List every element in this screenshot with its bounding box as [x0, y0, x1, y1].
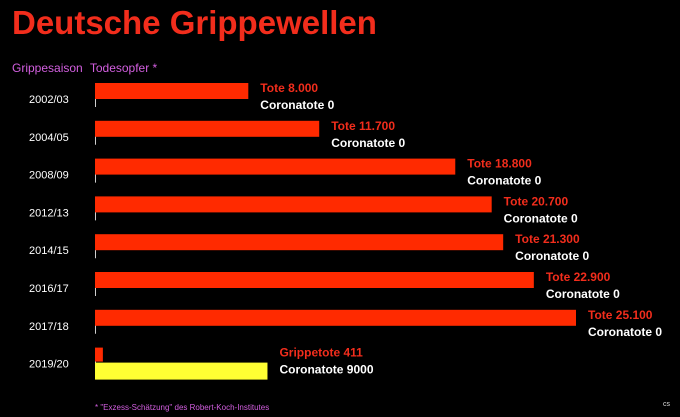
category-label: 2002/03	[29, 94, 69, 106]
bar-flu-deaths	[95, 347, 103, 362]
data-label-corona: Coronatote 0	[467, 174, 541, 188]
deaths-header: Todesopfer *	[89, 61, 158, 75]
data-label-corona: Coronatote 0	[260, 98, 334, 112]
data-label-deaths: Tote 21.300	[515, 232, 580, 246]
bar-flu-deaths	[95, 234, 504, 251]
category-label: 2016/17	[29, 283, 69, 295]
data-label-corona: Coronatote 0	[504, 211, 578, 225]
category-label: 2008/09	[29, 170, 69, 182]
data-label-deaths: Tote 11.700	[331, 119, 395, 133]
bar-flu-deaths	[95, 158, 456, 175]
category-label: 2004/05	[29, 132, 69, 144]
data-label-deaths: Grippetote 411	[279, 346, 363, 360]
footnote: * "Exzess-Schätzung" des Robert-Koch-Ins…	[95, 403, 270, 412]
data-label-deaths: Tote 25.100	[588, 308, 653, 322]
data-label-deaths: Tote 20.700	[504, 194, 569, 208]
category-label: 2012/13	[29, 207, 69, 219]
data-label-corona: Coronatote 0	[515, 249, 589, 263]
data-label-deaths: Tote 22.900	[546, 270, 611, 284]
bar-flu-deaths	[95, 120, 320, 137]
category-label: 2017/18	[29, 321, 69, 333]
column-header: Grippesaison Todesopfer *	[12, 61, 161, 75]
bar-corona-deaths	[95, 362, 268, 380]
data-label-deaths: Tote 8.000	[260, 81, 318, 95]
season-header: Grippesaison	[12, 61, 83, 75]
data-label-deaths: Tote 18.800	[467, 157, 532, 171]
category-label: 2014/15	[29, 245, 69, 257]
bar-flu-deaths	[95, 83, 249, 99]
data-label-corona: Coronatote 0	[546, 287, 620, 301]
chart-title: Deutsche Grippewellen	[12, 4, 377, 41]
bar-flu-deaths	[95, 309, 576, 326]
data-label-corona: Coronatote 9000	[279, 363, 373, 377]
data-label-corona: Coronatote 0	[331, 136, 405, 150]
category-label: 2019/20	[29, 359, 69, 371]
bar-flu-deaths	[95, 272, 534, 288]
data-label-corona: Coronatote 0	[588, 325, 662, 339]
bar-flu-deaths	[95, 196, 492, 213]
signature: cs	[663, 401, 670, 408]
